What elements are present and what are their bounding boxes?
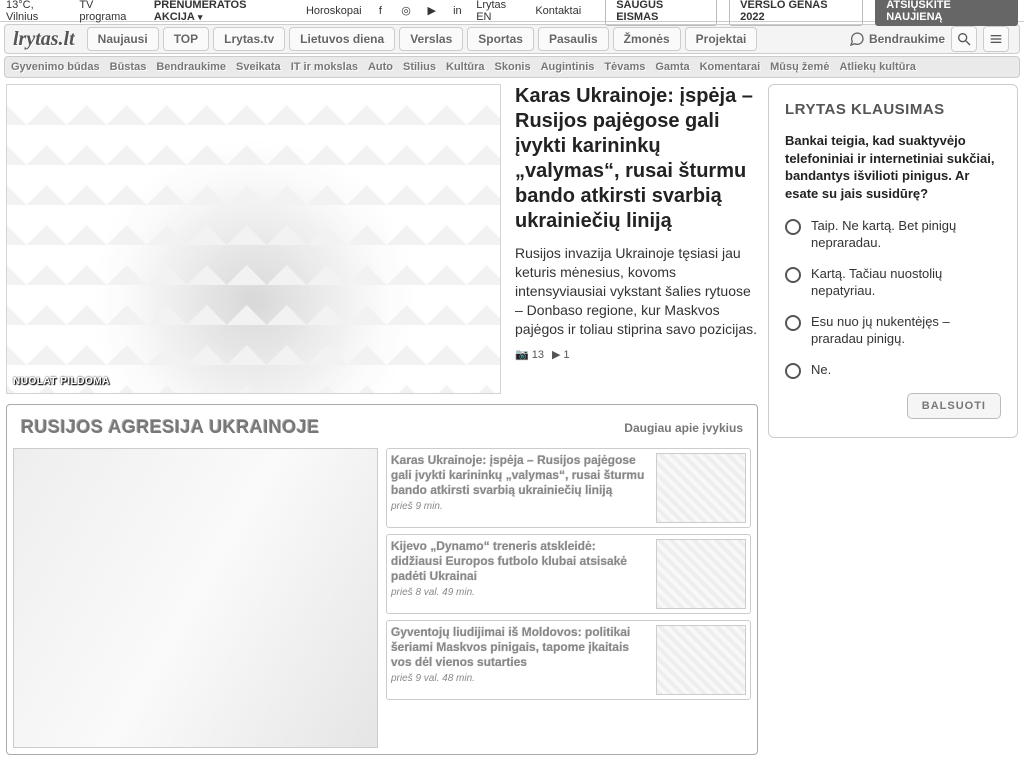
story-thumb bbox=[656, 453, 746, 523]
radio-icon bbox=[785, 219, 801, 235]
poll-option[interactable]: Kartą. Tačiau nuostolių nepatyriau. bbox=[785, 266, 1001, 300]
story-thumb bbox=[656, 539, 746, 609]
nav-item[interactable]: Projektai bbox=[685, 27, 758, 51]
poll-heading: LRYTAS KLAUSIMAS bbox=[785, 101, 1001, 118]
top-link-tv[interactable]: TV programa bbox=[79, 0, 142, 23]
poll-vote-button[interactable]: BALSUOTI bbox=[907, 393, 1001, 419]
main-nav: lrytas.lt Naujausi TOP Lrytas.tv Lietuvo… bbox=[4, 24, 1020, 54]
nav-item[interactable]: Verslas bbox=[399, 27, 463, 51]
hero-meta: 📷13 ▶1 bbox=[515, 348, 758, 361]
subnav-item[interactable]: Stilius bbox=[403, 61, 436, 73]
hero-photo-count: 13 bbox=[532, 349, 544, 361]
nav-item[interactable]: TOP bbox=[163, 27, 209, 51]
nav-item[interactable]: Sportas bbox=[467, 27, 534, 51]
nav-item[interactable]: Žmonės bbox=[613, 27, 681, 51]
subnav-item[interactable]: Skonis bbox=[495, 61, 531, 73]
nav-chat[interactable]: Bendraukime bbox=[849, 31, 945, 47]
radio-icon bbox=[785, 267, 801, 283]
subnav-item[interactable]: Mūsų žemė bbox=[770, 61, 829, 73]
subnav-item[interactable]: Augintinis bbox=[541, 61, 595, 73]
subnav-item[interactable]: Komentarai bbox=[700, 61, 761, 73]
top-highlight-1[interactable]: SAUGUS EISMAS bbox=[605, 0, 717, 26]
weather: 13°C, Vilnius bbox=[6, 0, 67, 23]
hamburger-icon bbox=[988, 31, 1004, 47]
poll-option-label: Ne. bbox=[811, 362, 831, 379]
subnav-item[interactable]: Tėvams bbox=[604, 61, 645, 73]
chat-icon bbox=[849, 31, 865, 47]
story-thumb bbox=[656, 625, 746, 695]
section-title: RUSIJOS AGRESIJA UKRAINOJE bbox=[21, 417, 320, 438]
section-more-link[interactable]: Daugiau apie įvykius bbox=[624, 421, 743, 435]
linkedin-icon[interactable]: in bbox=[451, 4, 465, 18]
hero-badge: NUOLAT PILDOMA bbox=[13, 376, 110, 387]
section-lead-image[interactable] bbox=[13, 448, 378, 748]
top-link-subscription[interactable]: PRENUMERATOS AKCIJA bbox=[154, 0, 294, 23]
story-item[interactable]: Gyventojų liudijimai iš Moldovos: politi… bbox=[386, 620, 751, 700]
hero-title[interactable]: Karas Ukrainoje: įspėja – Rusijos pajėgo… bbox=[515, 84, 758, 234]
subnav-item[interactable]: Atliekų kultūra bbox=[839, 61, 915, 73]
subnav-item[interactable]: Būstas bbox=[110, 61, 147, 73]
instagram-icon[interactable]: ◎ bbox=[399, 4, 413, 18]
play-icon: ▶ bbox=[552, 348, 560, 361]
subnav-item[interactable]: Auto bbox=[368, 61, 393, 73]
subnav-item[interactable]: Bendraukime bbox=[156, 61, 226, 73]
poll-option[interactable]: Ne. bbox=[785, 362, 1001, 379]
youtube-icon[interactable]: ▶ bbox=[425, 4, 439, 18]
subnav-item[interactable]: Kultūra bbox=[446, 61, 485, 73]
utility-bar: 13°C, Vilnius TV programa PRENUMERATOS A… bbox=[0, 0, 1024, 22]
poll-option-label: Kartą. Tačiau nuostolių nepatyriau. bbox=[811, 266, 1001, 300]
subnav-item[interactable]: Sveikata bbox=[236, 61, 281, 73]
sub-nav: Gyvenimo būdas Būstas Bendraukime Sveika… bbox=[4, 56, 1020, 78]
poll-question: Bankai teigia, kad suaktyvėjo telefonini… bbox=[785, 132, 1001, 202]
search-button[interactable] bbox=[951, 26, 977, 52]
story-item[interactable]: Kijevo „Dynamo“ treneris atskleidė: didž… bbox=[386, 534, 751, 614]
nav-item[interactable]: Lrytas.tv bbox=[213, 27, 285, 51]
subnav-item[interactable]: IT ir mokslas bbox=[291, 61, 358, 73]
story-time: prieš 9 val. 48 min. bbox=[391, 673, 648, 684]
poll-option[interactable]: Esu nuo jų nukentėjęs – praradau pinigų. bbox=[785, 314, 1001, 348]
top-highlight-2[interactable]: VERSLO GENAS 2022 bbox=[729, 0, 863, 26]
hero-video-count: 1 bbox=[563, 349, 569, 361]
story-time: prieš 9 min. bbox=[391, 501, 648, 512]
poll-option-label: Esu nuo jų nukentėjęs – praradau pinigų. bbox=[811, 314, 1001, 348]
subnav-item[interactable]: Gamta bbox=[655, 61, 689, 73]
section-ukraine: RUSIJOS AGRESIJA UKRAINOJE Daugiau apie … bbox=[6, 404, 758, 755]
poll-option[interactable]: Taip. Ne kartą. Bet pinigų nepraradau. bbox=[785, 218, 1001, 252]
top-highlight-3[interactable]: ATSIŲSKITE NAUJIENĄ bbox=[875, 0, 1018, 26]
hero-article: NUOLAT PILDOMA Karas Ukrainoje: įspėja –… bbox=[6, 84, 758, 394]
menu-button[interactable] bbox=[983, 26, 1009, 52]
story-title: Kijevo „Dynamo“ treneris atskleidė: didž… bbox=[391, 539, 648, 584]
top-link-contacts[interactable]: Kontaktai bbox=[535, 5, 581, 17]
story-time: prieš 8 val. 49 min. bbox=[391, 587, 648, 598]
nav-chat-label: Bendraukime bbox=[869, 32, 945, 46]
hero-image[interactable]: NUOLAT PILDOMA bbox=[6, 84, 501, 394]
radio-icon bbox=[785, 315, 801, 331]
nav-item[interactable]: Pasaulis bbox=[538, 27, 609, 51]
search-icon bbox=[956, 31, 972, 47]
camera-icon: 📷 bbox=[515, 348, 529, 361]
top-link-lang[interactable]: Lrytas EN bbox=[476, 0, 523, 23]
nav-item[interactable]: Naujausi bbox=[87, 27, 159, 51]
hero-summary: Rusijos invazija Ukrainoje tęsiasi jau k… bbox=[515, 244, 758, 338]
story-title: Gyventojų liudijimai iš Moldovos: politi… bbox=[391, 625, 648, 670]
story-title: Karas Ukrainoje: įspėja – Rusijos pajėgo… bbox=[391, 453, 648, 498]
top-link-horoscope[interactable]: Horoskopai bbox=[306, 5, 362, 17]
story-item[interactable]: Karas Ukrainoje: įspėja – Rusijos pajėgo… bbox=[386, 448, 751, 528]
poll-option-label: Taip. Ne kartą. Bet pinigų nepraradau. bbox=[811, 218, 1001, 252]
nav-item[interactable]: Lietuvos diena bbox=[289, 27, 395, 51]
radio-icon bbox=[785, 363, 801, 379]
subnav-item[interactable]: Gyvenimo būdas bbox=[11, 61, 100, 73]
facebook-icon[interactable]: f bbox=[374, 4, 388, 18]
poll-widget: LRYTAS KLAUSIMAS Bankai teigia, kad suak… bbox=[768, 84, 1018, 438]
site-logo[interactable]: lrytas.lt bbox=[9, 28, 85, 51]
